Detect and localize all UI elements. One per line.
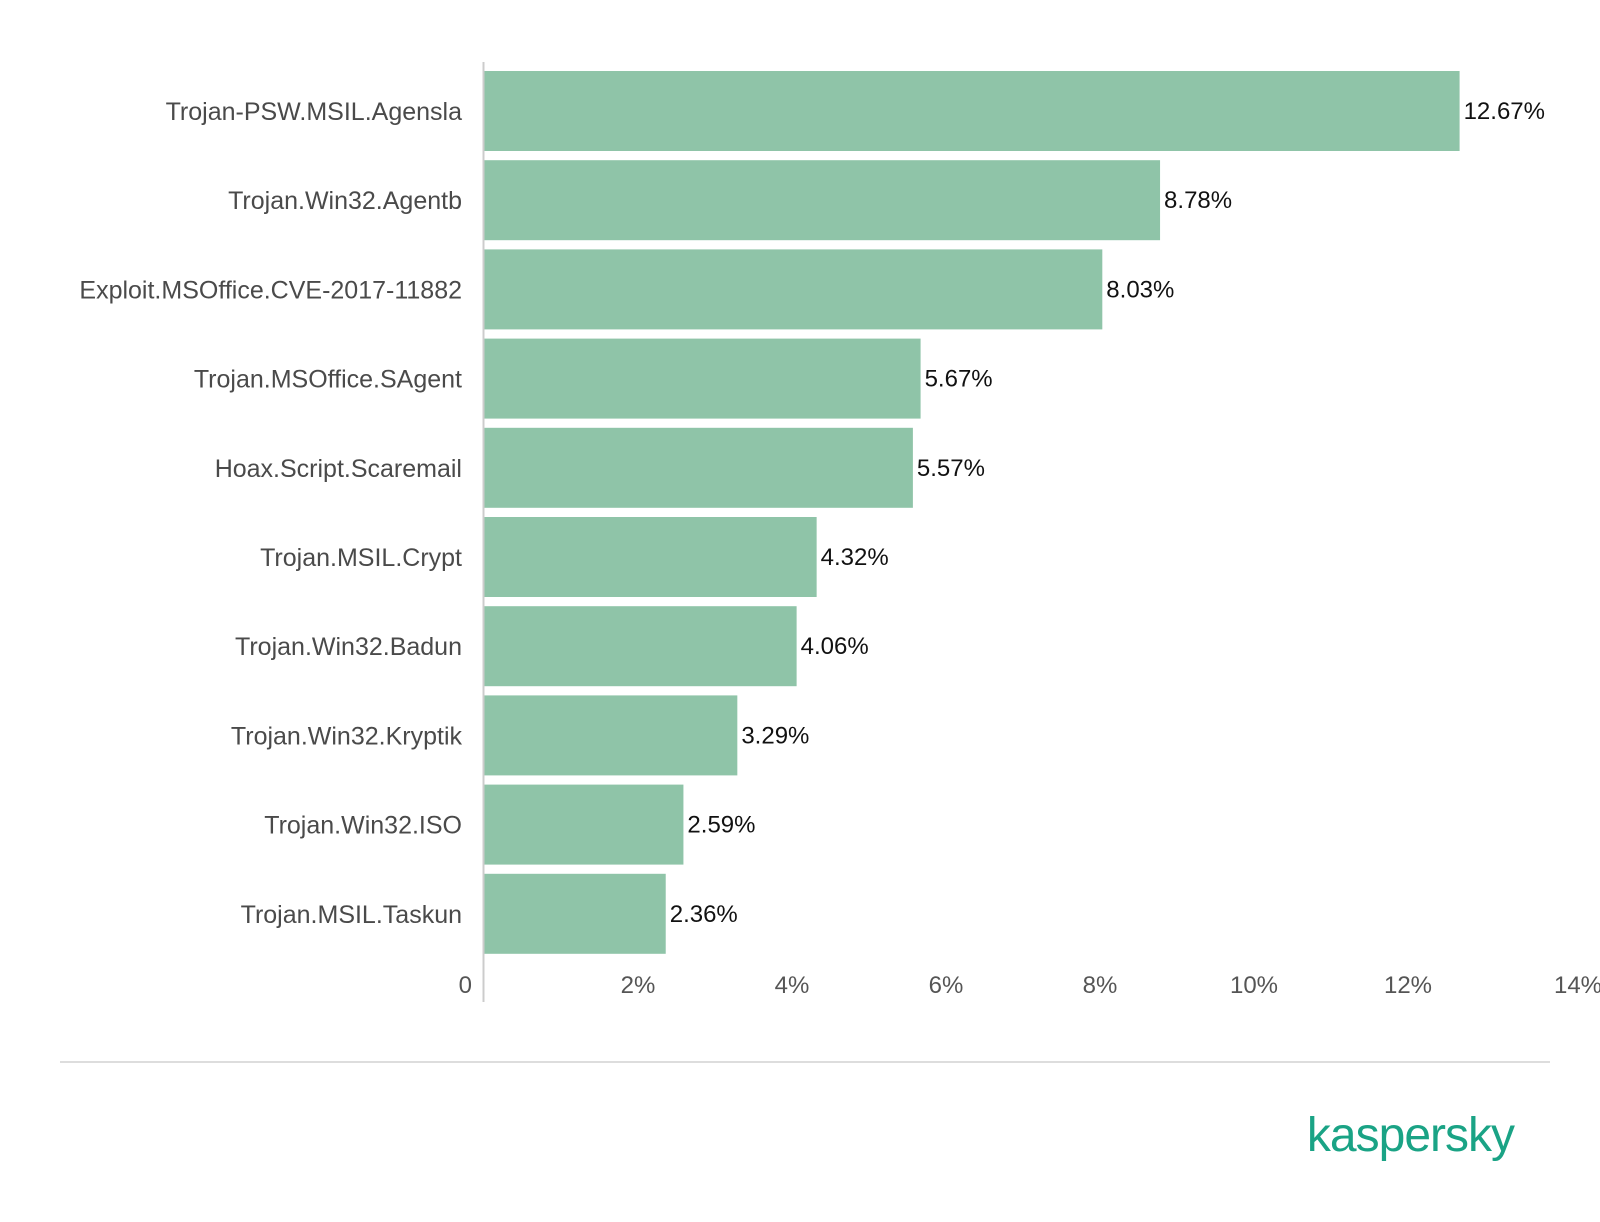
x-tick-label: 10%: [1230, 972, 1278, 999]
bar-trojan-msil-taskun: [484, 873, 666, 954]
bar-trojan-win32-badun: [484, 606, 797, 687]
bar-trojan-msoffice-sagent: [484, 338, 921, 419]
value-label-trojan-win32-kryptik: 3.29%: [741, 722, 809, 749]
x-tick-label: 6%: [929, 972, 964, 999]
kaspersky-logo: kaspersky: [1306, 1109, 1515, 1162]
value-labels: 12.67% 8.78% 8.03% 5.67% 5.57% 4.32% 4.06% 3.29…: [670, 98, 1545, 928]
category-label-trojan-psw-msil-agensla: Trojan-PSW.MSIL.Agensla: [166, 98, 463, 126]
bar-trojan-psw-msil-agensla: [484, 71, 1460, 151]
category-label-trojan-msil-taskun: Trojan.MSIL.Taskun: [241, 901, 462, 929]
x-tick-label: 14%: [1554, 972, 1600, 999]
value-label-exploit-msoffice-cve-2017-11882: 8.03%: [1106, 276, 1174, 303]
x-tick-label: 0: [459, 972, 472, 999]
category-label-trojan-win32-agentb: Trojan.Win32.Agentb: [228, 187, 462, 215]
bar-exploit-msoffice-cve-2017-11882: [484, 249, 1103, 330]
value-label-trojan-win32-iso: 2.59%: [687, 812, 755, 839]
bars-layer: [484, 71, 1460, 954]
value-label-trojan-win32-badun: 4.06%: [801, 633, 869, 660]
bar-trojan-win32-kryptik: [484, 695, 738, 776]
value-label-trojan-msil-crypt: 4.32%: [821, 544, 889, 571]
value-label-trojan-msoffice-sagent: 5.67%: [925, 366, 993, 393]
x-tick-label: 8%: [1083, 972, 1118, 999]
value-label-trojan-msil-taskun: 2.36%: [670, 901, 738, 928]
category-label-trojan-msil-crypt: Trojan.MSIL.Crypt: [260, 544, 462, 572]
category-label-trojan-win32-kryptik: Trojan.Win32.Kryptik: [231, 722, 463, 750]
category-label-trojan-win32-badun: Trojan.Win32.Badun: [235, 633, 462, 661]
category-label-exploit-msoffice-cve-2017-11882: Exploit.MSOffice.CVE-2017-11882: [79, 276, 462, 304]
bar-trojan-msil-crypt: [484, 517, 817, 597]
category-label-trojan-msoffice-sagent: Trojan.MSOffice.SAgent: [194, 366, 462, 394]
footer-divider: [60, 1061, 1550, 1063]
category-labels: Trojan-PSW.MSIL.Agensla Trojan.Win32.Agen…: [79, 98, 462, 929]
bar-trojan-win32-agentb: [484, 160, 1161, 241]
bar-trojan-win32-iso: [484, 784, 684, 865]
value-label-hoax-script-scaremail: 5.57%: [917, 455, 985, 482]
category-label-hoax-script-scaremail: Hoax.Script.Scaremail: [215, 455, 462, 483]
x-tick-label: 4%: [775, 972, 810, 999]
x-tick-label: 12%: [1384, 972, 1432, 999]
x-axis-ticks: 0 2% 4% 6% 8% 10% 12% 14%: [459, 972, 1600, 999]
value-label-trojan-psw-msil-agensla: 12.67%: [1464, 98, 1545, 125]
category-label-trojan-win32-iso: Trojan.Win32.ISO: [264, 812, 462, 840]
bar-hoax-script-scaremail: [484, 427, 913, 508]
value-label-trojan-win32-agentb: 8.78%: [1164, 187, 1232, 214]
x-tick-label: 2%: [621, 972, 656, 999]
